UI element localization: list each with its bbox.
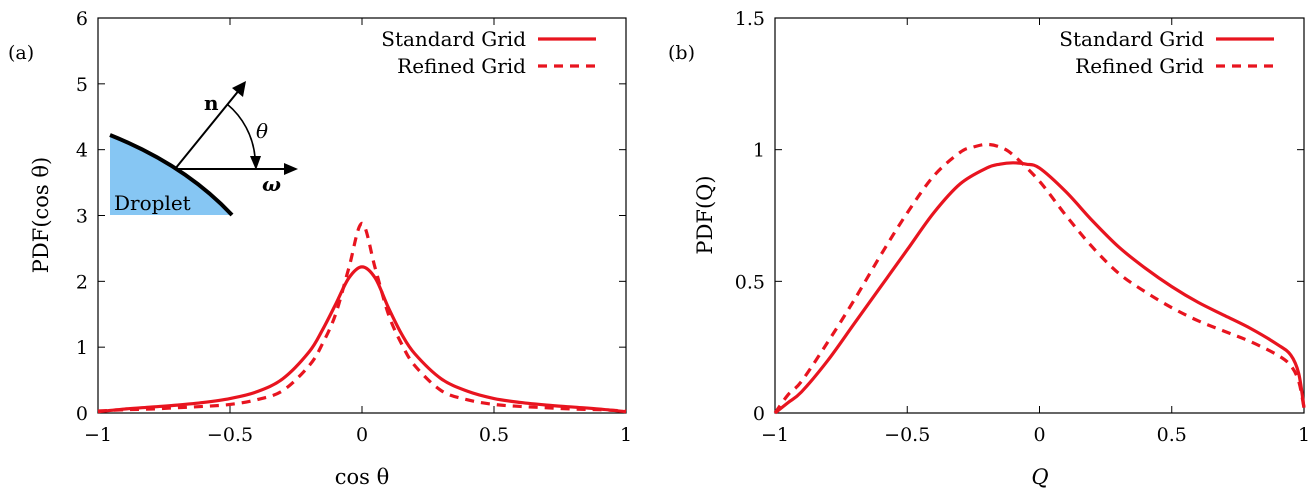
panel-a-plot-frame [97,17,627,414]
angle-arrowhead-icon [250,156,261,170]
panel-a-series-standard-grid-line [97,265,627,414]
panel-b-xtick-label: −1 [761,424,789,446]
panel-b-ytick-label: 1 [753,140,765,162]
panel-a-ylabel: PDF(cos θ) [29,157,53,273]
panel-b-xtick-label: 0.5 [1157,424,1187,446]
droplet-inset: Droplet n ω θ [109,81,298,217]
panel-a-tag: (a) [8,42,34,64]
panel-b-ytick-label: 0.5 [735,271,765,293]
panel-a-ytick-label: 2 [76,271,88,293]
panel-a: (a) PDF(cos θ) cos θ Droplet n ω θ −1 −0.… [8,8,632,489]
panel-b-ytick-label: 0 [753,403,765,425]
vorticity-arrowhead-icon [284,163,298,175]
droplet-label: Droplet [114,191,191,215]
panel-b-xlabel: Q [1031,465,1048,489]
panel-a-series-refined-grid-line [97,221,627,413]
panel-b-legend-label: Refined Grid [1075,54,1204,78]
panel-a-xlabel: cos θ [335,465,390,489]
panel-a-xtick-label: −1 [84,424,112,446]
panel-b-xtick-label: 1 [1298,424,1310,446]
panel-a-xtick-label: 0.5 [479,424,509,446]
panel-b-legend-label: Standard Grid [1059,27,1204,51]
panel-b-xtick-label: 0 [1033,424,1045,446]
angle-label: θ [256,119,268,143]
panel-a-legend-label: Refined Grid [397,54,526,78]
panel-a-ytick-label: 5 [76,74,88,96]
panel-b-xtick-label: −0.5 [884,424,930,446]
panel-a-ytick-label: 6 [76,8,88,30]
panel-b-ylabel: PDF(Q) [693,175,717,254]
panel-a-ytick-label: 1 [76,337,88,359]
panel-a-legend-label: Standard Grid [381,27,526,51]
normal-arrow [174,88,241,170]
panel-a-ytick-label: 0 [76,403,88,425]
droplet-interface-line [109,133,234,217]
droplet-shape [110,135,232,215]
panel-a-xtick-label: 0 [356,424,368,446]
panel-b-ytick-label: 1.5 [735,8,765,30]
vorticity-label: ω [262,172,281,196]
panel-b-tag: (b) [668,42,695,64]
panel-b-plot-frame [774,17,1305,414]
normal-label: n [204,91,219,115]
panel-a-xtick-label: −0.5 [207,424,253,446]
panel-b-series-refined-grid-line [773,142,1306,414]
panel-b: (b) PDF(Q) Q −1 −0.5 0 0.5 1 0 0.5 1 1.5 Standard… [668,8,1310,489]
panel-a-ytick-label: 3 [76,206,88,228]
panel-a-xtick-label: 1 [620,424,632,446]
panel-b-series-standard-grid-line [774,161,1306,415]
panel-a-ytick-label: 4 [76,140,88,162]
angle-arc [226,103,256,158]
normal-arrowhead-icon [232,81,246,97]
